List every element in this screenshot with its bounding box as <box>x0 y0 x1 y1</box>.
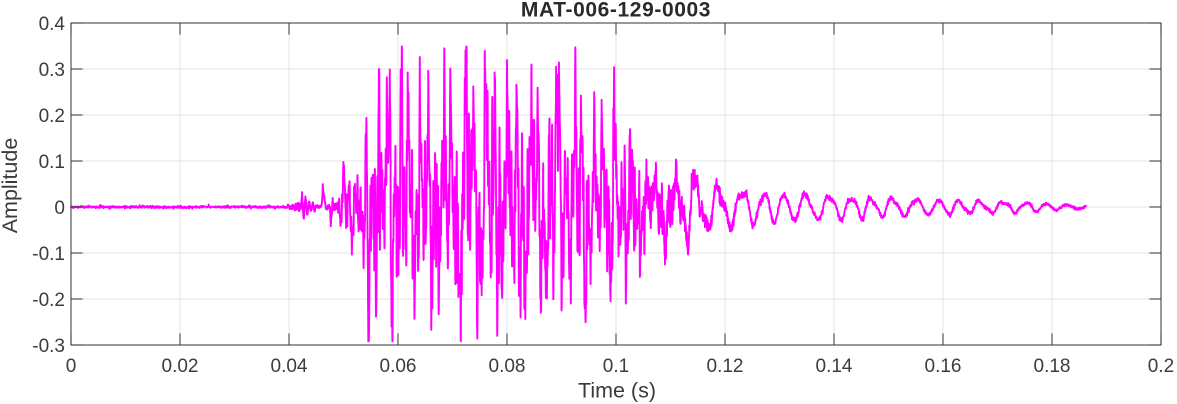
svg-text:-0.3: -0.3 <box>32 336 65 357</box>
svg-text:0.04: 0.04 <box>271 356 308 377</box>
svg-text:0.2: 0.2 <box>39 106 65 127</box>
svg-text:0.4: 0.4 <box>39 14 66 35</box>
svg-text:MAT-006-129-0003: MAT-006-129-0003 <box>521 0 711 22</box>
svg-text:0.08: 0.08 <box>489 356 526 377</box>
svg-text:0: 0 <box>66 356 77 377</box>
svg-text:0.2: 0.2 <box>1148 356 1174 377</box>
svg-text:Time (s): Time (s) <box>578 378 656 402</box>
svg-text:0.02: 0.02 <box>162 356 199 377</box>
svg-text:0.18: 0.18 <box>1034 356 1071 377</box>
svg-text:0.1: 0.1 <box>603 356 629 377</box>
svg-text:-0.2: -0.2 <box>32 290 65 311</box>
svg-text:0.14: 0.14 <box>816 356 853 377</box>
svg-text:Amplitude: Amplitude <box>0 138 22 234</box>
svg-text:0: 0 <box>54 198 65 219</box>
svg-text:0.3: 0.3 <box>39 60 65 81</box>
svg-text:0.16: 0.16 <box>925 356 962 377</box>
svg-text:0.12: 0.12 <box>707 356 744 377</box>
svg-text:-0.1: -0.1 <box>32 244 65 265</box>
svg-text:0.06: 0.06 <box>380 356 417 377</box>
svg-text:0.1: 0.1 <box>39 152 65 173</box>
